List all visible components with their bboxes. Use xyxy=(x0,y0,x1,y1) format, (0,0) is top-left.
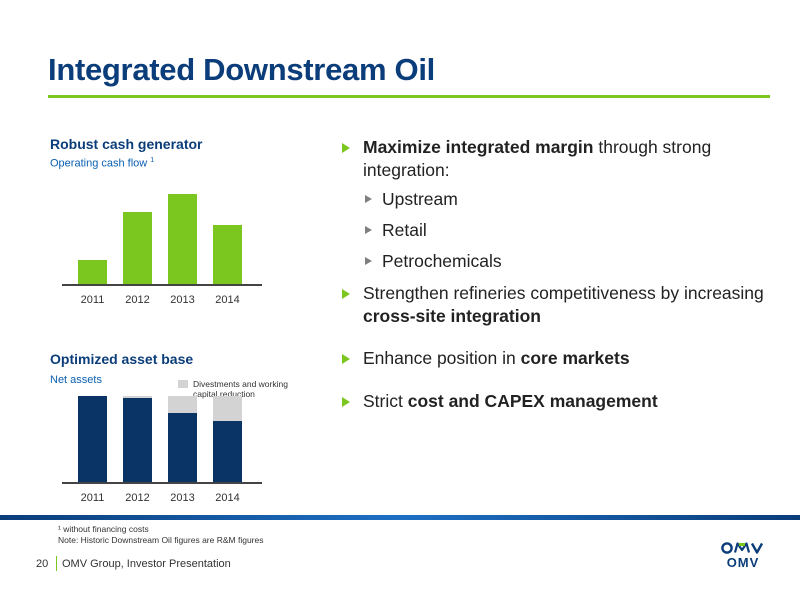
net-assets-bar-2011 xyxy=(78,395,107,482)
bar-2011 xyxy=(78,260,107,284)
bullet-arrow-icon xyxy=(342,397,350,407)
footer-separator xyxy=(56,556,57,571)
net-assets-bar-2014 xyxy=(213,421,242,482)
subbullet-item: Petrochemicals xyxy=(362,246,780,277)
subbullet-arrow-icon xyxy=(365,226,372,234)
footer-text: OMV Group, Investor Presentation xyxy=(62,558,231,570)
omv-logo-text: OMV xyxy=(726,555,760,570)
footnote-2: Note: Historic Downstream Oil figures ar… xyxy=(58,535,264,545)
subbullet-item: Retail xyxy=(362,215,780,246)
bullet-item: Maximize integrated margin through stron… xyxy=(340,136,780,182)
legend-label: Divestments and working capital reductio… xyxy=(193,379,288,399)
bullet-text-bold: cross-site integration xyxy=(363,306,541,326)
bullet-arrow-icon xyxy=(342,143,350,153)
x-axis xyxy=(62,284,262,286)
cash-flow-chart: 2011 2012 2013 2014 xyxy=(62,188,272,313)
bullet-arrow-icon xyxy=(342,289,350,299)
page-number: 20 xyxy=(36,558,49,570)
chart2-subtitle: Net assets xyxy=(50,374,102,386)
bullet-text: Enhance position in xyxy=(363,348,521,368)
subbullet-arrow-icon xyxy=(365,195,372,203)
x-axis xyxy=(62,482,262,484)
x-tick-2014: 2014 xyxy=(215,294,240,306)
bar-2012 xyxy=(123,212,152,284)
bullet-list: Maximize integrated margin through stron… xyxy=(340,136,780,413)
bullet-text-bold: Maximize integrated margin xyxy=(363,137,594,157)
bar-2014 xyxy=(213,225,242,284)
x-tick-2014: 2014 xyxy=(215,492,240,504)
bullet-item: Strict cost and CAPEX management xyxy=(340,390,780,413)
net-assets-chart: 2011 2012 2013 2014 xyxy=(62,390,272,510)
x-tick-2012: 2012 xyxy=(125,492,150,504)
x-tick-2011: 2011 xyxy=(80,492,105,504)
x-tick-2012: 2012 xyxy=(125,294,150,306)
subbullet-arrow-icon xyxy=(365,257,372,265)
bullet-text-bold: cost and CAPEX management xyxy=(407,391,658,411)
divestment-bar-2012 xyxy=(123,395,152,399)
subbullet-item: Upstream xyxy=(362,184,780,215)
bullet-arrow-icon xyxy=(342,354,350,364)
bullet-item: Enhance position in core markets xyxy=(340,347,780,370)
legend-swatch xyxy=(178,380,188,388)
footer-band xyxy=(0,515,800,520)
footnote-1: ¹ without financing costs xyxy=(58,524,149,534)
bullet-text-bold: core markets xyxy=(520,348,630,368)
net-assets-bar-2012 xyxy=(123,398,152,482)
net-assets-bar-2013 xyxy=(168,413,197,482)
chart1-subtitle: Operating cash flow 1 xyxy=(50,157,155,170)
divestment-bar-2014 xyxy=(213,395,242,422)
slide-title: Integrated Downstream Oil xyxy=(48,52,435,87)
bullet-text: Strict xyxy=(363,391,408,411)
x-tick-2011: 2011 xyxy=(80,294,105,306)
bullet-text: through strong integration: xyxy=(363,137,712,180)
chart1-title: Robust cash generator xyxy=(50,136,203,152)
title-rule xyxy=(48,95,770,98)
bar-2013 xyxy=(168,194,197,284)
bullet-item: Strengthen refineries competitiveness by… xyxy=(340,282,780,328)
chart2-title: Optimized asset base xyxy=(50,351,194,367)
x-tick-2013: 2013 xyxy=(170,294,195,306)
omv-logo-mark-icon xyxy=(721,542,764,554)
subbullet-list: Upstream Retail Petrochemicals xyxy=(340,184,780,277)
divestment-bar-2013 xyxy=(168,395,197,413)
omv-logo: OMV xyxy=(718,542,768,572)
x-tick-2013: 2013 xyxy=(170,492,195,504)
bullet-text: Strengthen refineries competitiveness by… xyxy=(363,283,764,303)
